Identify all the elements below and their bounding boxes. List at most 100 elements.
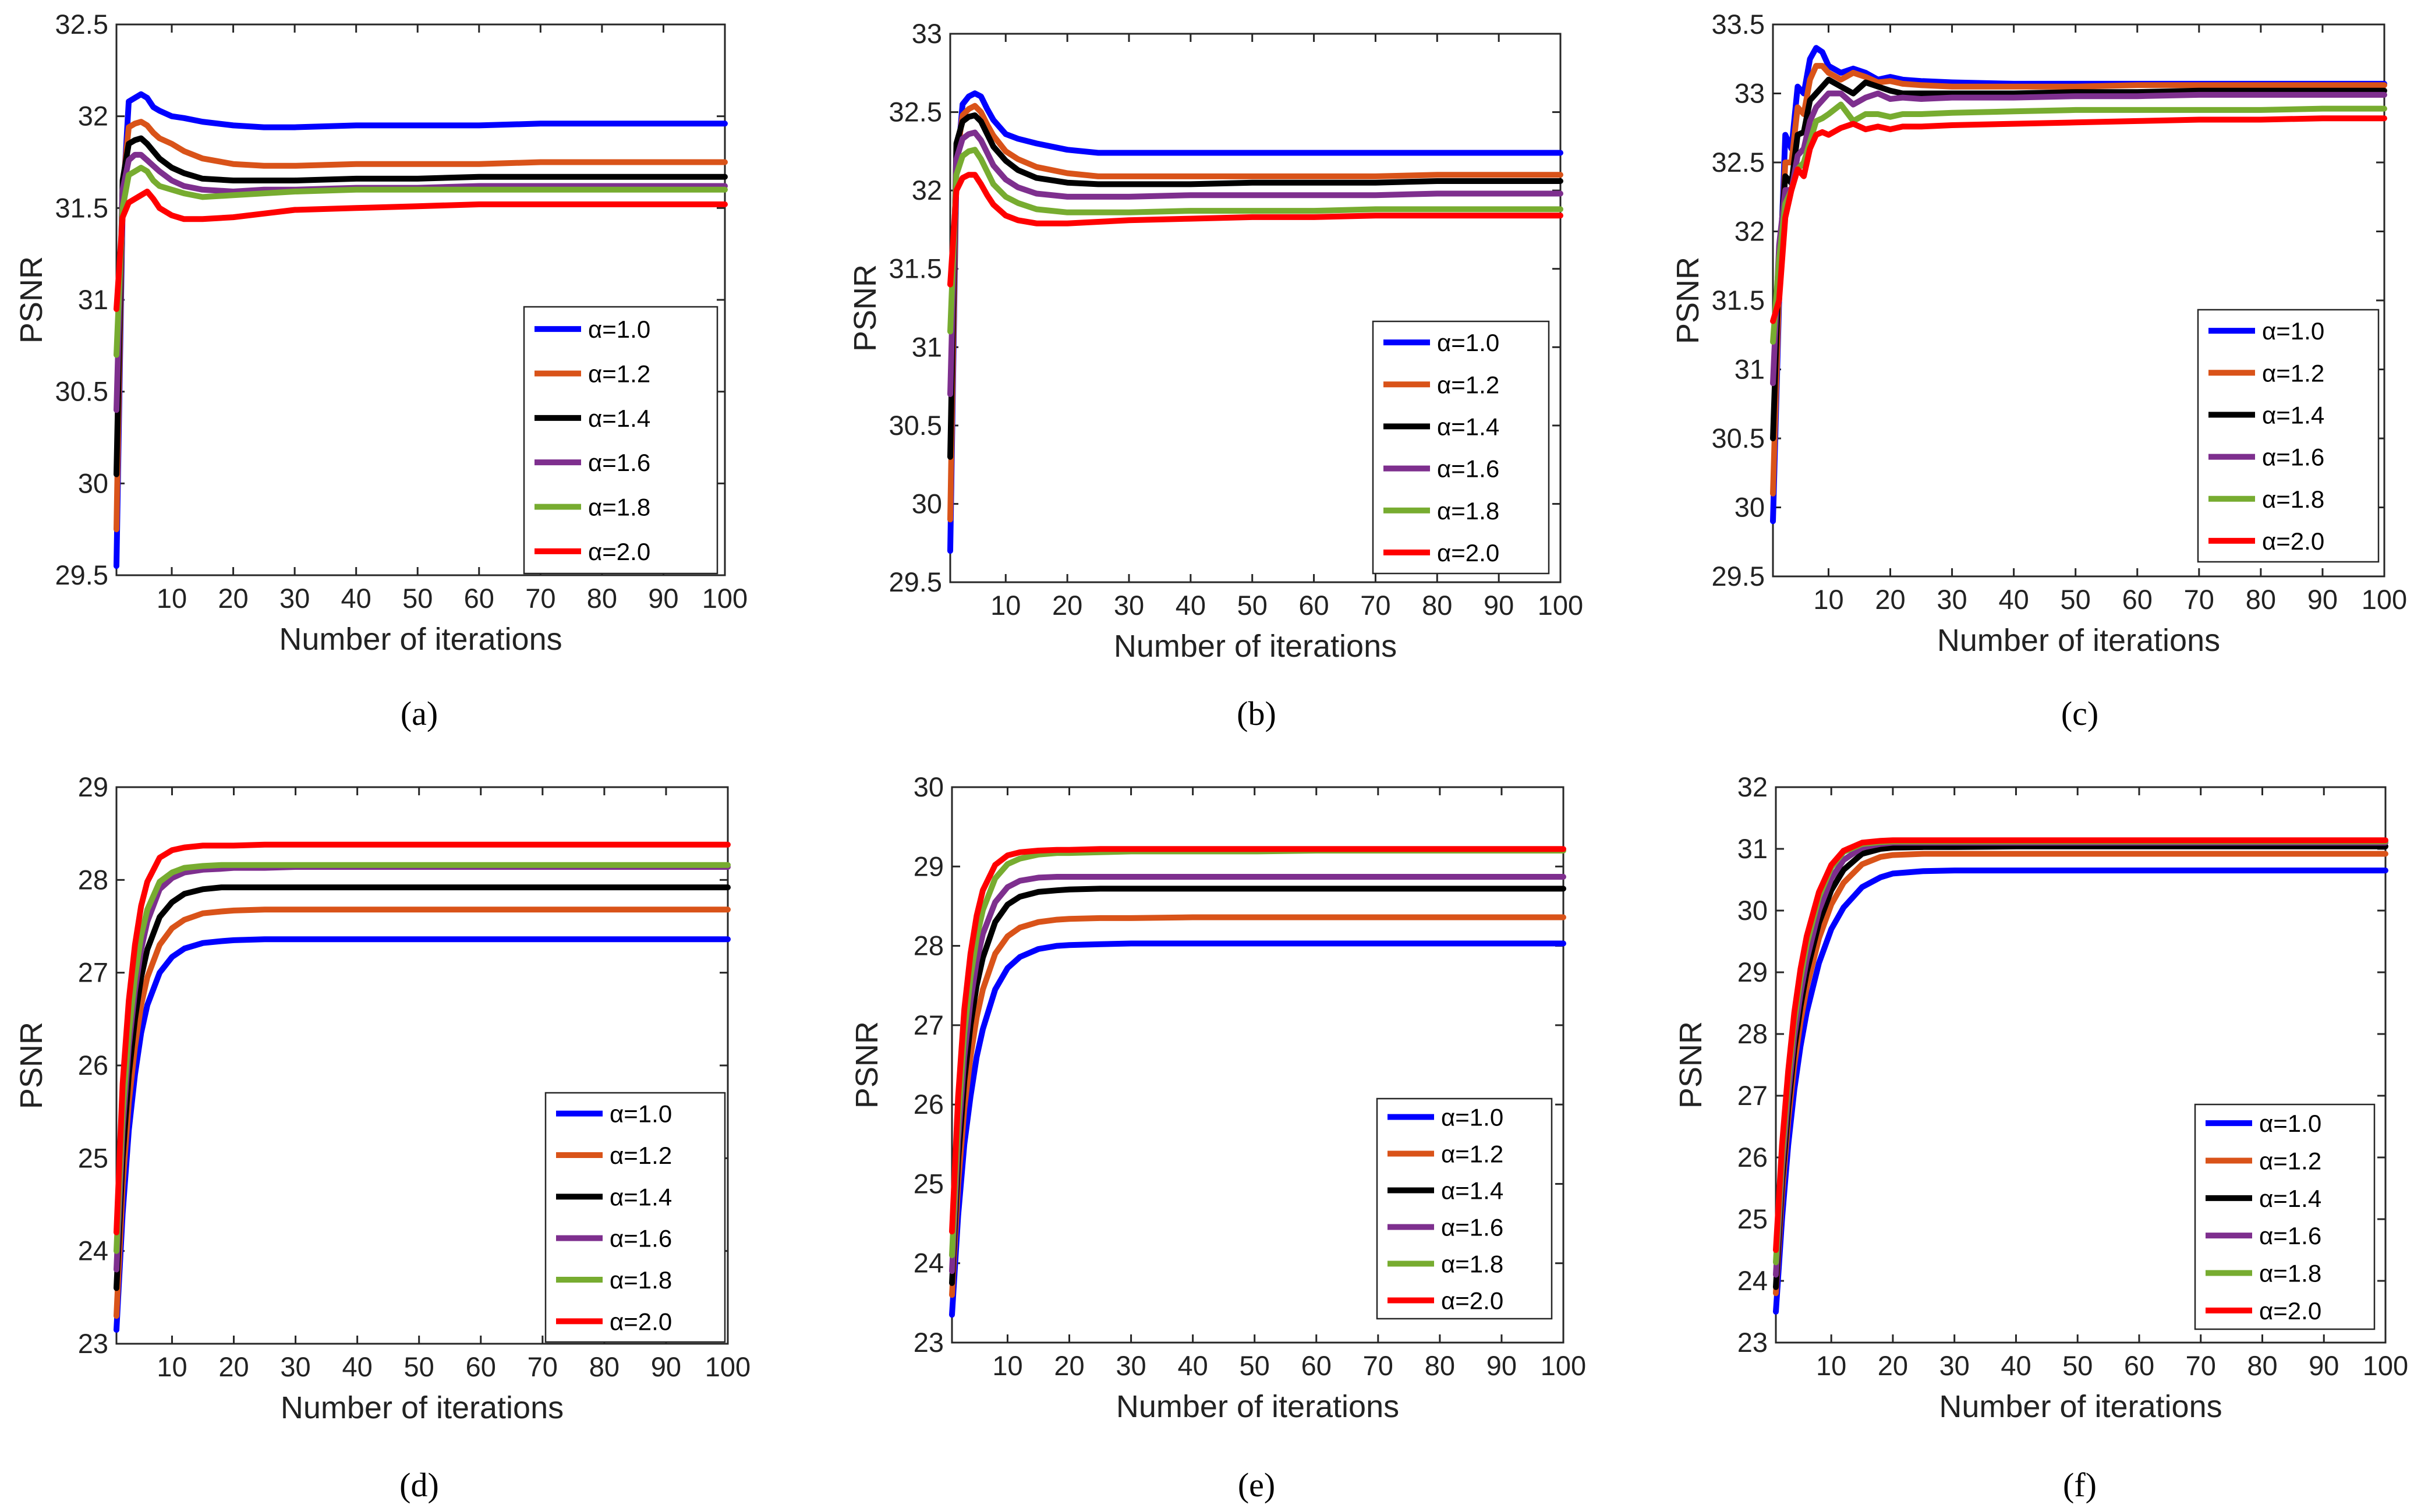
x-tick-label: 30 [1937, 584, 1967, 615]
x-axis-label: Number of iterations [1116, 1389, 1399, 1424]
x-tick-label: 50 [2062, 1350, 2093, 1381]
x-tick-label: 10 [157, 1351, 187, 1382]
series-line-6 [947, 172, 1563, 288]
legend-label: α=1.8 [2259, 1260, 2321, 1287]
y-tick-label: 32.5 [55, 9, 108, 40]
x-tick-label: 20 [1054, 1350, 1084, 1381]
legend-label: α=1.4 [588, 405, 650, 432]
y-tick-label: 28 [78, 864, 108, 895]
series-line-2 [114, 907, 731, 1319]
y-tick-label: 24 [914, 1248, 944, 1279]
series-line-6 [949, 846, 1566, 1235]
series-line-6 [1770, 115, 2387, 324]
y-tick-label: 30 [1735, 492, 1765, 523]
y-tick-label: 29.5 [1712, 561, 1765, 592]
x-tick-label: 70 [525, 583, 555, 614]
y-tick-label: 30.5 [1712, 423, 1765, 454]
series-line-4 [114, 151, 728, 413]
y-tick-label: 26 [914, 1089, 944, 1120]
series-line-1 [949, 940, 1566, 1318]
x-tick-label: 80 [1422, 590, 1452, 621]
x-tick-label: 100 [1538, 590, 1583, 621]
y-tick-label: 32 [78, 101, 108, 132]
x-tick-label: 90 [2307, 584, 2338, 615]
chart-panel-a: 10 20 30 40 50 60 70 80 90 100 29.5 30 30.5 31 31.5 32 3… [14, 9, 748, 732]
x-tick-label: 10 [1816, 1350, 1846, 1381]
legend-label: α=1.8 [610, 1266, 672, 1294]
panel-caption: (b) [1237, 695, 1276, 732]
x-tick-label: 30 [1114, 590, 1144, 621]
x-tick-label: 90 [2309, 1350, 2339, 1381]
series-line-3 [1770, 76, 2387, 441]
y-tick-label: 25 [78, 1142, 108, 1173]
y-tick-label: 30.5 [55, 376, 108, 407]
y-tick-label: 31.5 [55, 192, 108, 223]
x-axis-label: Number of iterations [1937, 623, 2220, 658]
x-tick-label: 60 [1301, 1350, 1332, 1381]
series-line-4 [1770, 90, 2387, 387]
series-line-3 [949, 886, 1566, 1286]
series-line-1 [947, 90, 1563, 554]
series-line-5 [947, 147, 1563, 335]
series-line-5 [114, 165, 728, 358]
y-tick-label: 30 [914, 771, 944, 802]
y-axis-label: PSNR [849, 1021, 884, 1109]
chart-panel-c: 10 20 30 40 50 60 70 80 90 100 29.5 30 30.5 31 31.5 32 3… [1670, 9, 2407, 732]
y-tick-label: 27 [914, 1010, 944, 1040]
legend-label: α=1.6 [610, 1225, 672, 1252]
series-line-6 [1773, 837, 2388, 1253]
legend-label: α=1.4 [610, 1183, 672, 1210]
chart-panel-e: 10 20 30 40 50 60 70 80 90 100 23 24 25 26 27 28 29 30 Num… [849, 771, 1586, 1504]
series-line-3 [114, 884, 731, 1291]
y-axis-label: PSNR [14, 256, 49, 344]
x-tick-label: 20 [218, 1351, 249, 1382]
x-tick-label: 50 [402, 583, 433, 614]
legend-label: α=2.0 [610, 1308, 672, 1335]
y-tick-label: 31 [912, 331, 942, 362]
series-line-3 [947, 112, 1563, 460]
x-tick-label: 20 [1875, 584, 1905, 615]
legend-label: α=1.8 [588, 494, 650, 521]
legend-label: α=1.6 [2259, 1222, 2321, 1249]
legend-label: α=2.0 [2262, 527, 2324, 555]
series-line-2 [1770, 63, 2387, 497]
chart-panel-d: 10 20 30 40 50 60 70 80 90 100 23 24 25 26 27 28 29 Numbe… [14, 771, 751, 1504]
legend-label: α=1.0 [1437, 329, 1499, 356]
panel-caption: (e) [1238, 1466, 1275, 1504]
legend-label: α=1.8 [1441, 1251, 1503, 1278]
x-tick-label: 40 [342, 1351, 372, 1382]
x-axis-label: Number of iterations [281, 1390, 564, 1425]
y-tick-label: 32 [1735, 216, 1765, 247]
y-axis-label: PSNR [1670, 257, 1705, 344]
series-line-1 [1773, 867, 2388, 1315]
panel-caption: (f) [2063, 1466, 2097, 1504]
y-tick-label: 25 [914, 1168, 944, 1199]
legend-label: α=2.0 [1437, 539, 1499, 566]
legend-box [523, 306, 718, 575]
x-tick-label: 20 [1878, 1350, 1908, 1381]
y-tick-label: 27 [78, 957, 108, 988]
legend-label: α=1.2 [610, 1142, 672, 1169]
x-tick-label: 80 [589, 1351, 620, 1382]
x-tick-label: 60 [2122, 584, 2153, 615]
y-tick-label: 31 [1737, 833, 1768, 864]
y-tick-label: 24 [78, 1235, 108, 1266]
y-tick-label: 31 [78, 284, 108, 315]
x-tick-label: 60 [464, 583, 494, 614]
x-tick-label: 90 [1484, 590, 1514, 621]
legend-label: α=2.0 [2259, 1297, 2321, 1325]
legend-box [1372, 320, 1550, 575]
x-tick-label: 80 [2246, 584, 2276, 615]
y-tick-label: 26 [1737, 1142, 1768, 1173]
legend-label: α=1.6 [2262, 444, 2324, 471]
legend-label: α=1.6 [588, 449, 650, 476]
x-tick-label: 30 [1939, 1350, 1970, 1381]
x-tick-label: 40 [1177, 1350, 1208, 1381]
chart-panel-b: 10 20 30 40 50 60 70 80 90 100 29.5 30 30.5 31 31.5 32 3… [848, 18, 1583, 732]
x-tick-label: 100 [705, 1351, 751, 1382]
y-tick-label: 24 [1737, 1265, 1768, 1296]
legend-label: α=1.0 [2259, 1110, 2321, 1137]
y-tick-label: 23 [78, 1328, 108, 1359]
y-tick-label: 30.5 [889, 410, 942, 441]
x-tick-label: 40 [1998, 584, 2029, 615]
